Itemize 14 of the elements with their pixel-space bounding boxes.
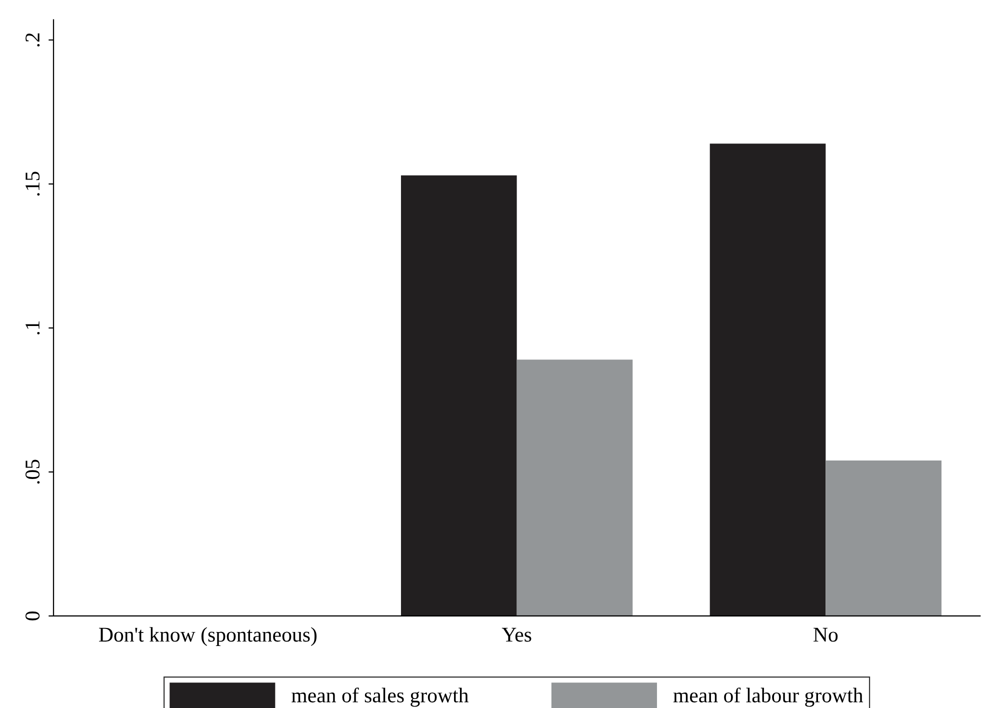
y-tick-label: .2 (26, 33, 40, 46)
y-tick-label: .1 (26, 321, 40, 334)
bar (400, 175, 517, 616)
x-tick-label: Don't know (spontaneous) (99, 627, 317, 646)
y-tick-label: 0 (26, 612, 40, 620)
bar (826, 460, 942, 616)
bar (710, 144, 826, 616)
x-tick-label: No (814, 628, 838, 642)
x-tick-label: Yes (502, 628, 532, 642)
bar (516, 360, 633, 616)
legend-label: mean of labour growth (673, 688, 864, 707)
y-tick-label: .05 (26, 460, 40, 484)
legend-label: mean of sales growth (292, 688, 468, 707)
y-tick-label: .15 (26, 172, 40, 196)
